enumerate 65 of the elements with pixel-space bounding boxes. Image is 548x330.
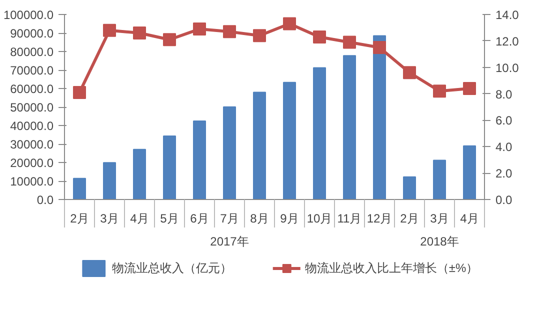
point — [433, 84, 446, 98]
x-tick-label: 4月 — [460, 212, 479, 226]
y2-tick-label: 12.0 — [496, 34, 520, 48]
y-tick-label: 20000.0 — [10, 156, 54, 170]
x-tick-label: 11月 — [337, 212, 362, 226]
y2-tick-label: 4.0 — [496, 140, 513, 154]
text: 2018年 — [420, 234, 459, 248]
bar — [163, 136, 176, 200]
y2-tick-label: 14.0 — [496, 8, 520, 22]
x-tick-label: 2月 — [400, 212, 419, 226]
y2-tick-label: 6.0 — [496, 114, 513, 128]
bar — [133, 148, 146, 200]
point — [133, 26, 146, 40]
x-tick-label: 5月 — [160, 212, 179, 226]
point — [463, 82, 476, 95]
point — [283, 17, 296, 30]
bar — [73, 178, 86, 200]
x-tick-label: 12月 — [366, 212, 392, 226]
point — [163, 33, 176, 46]
point — [373, 41, 386, 54]
bar — [103, 162, 116, 200]
y-tick-label: 60000.0 — [10, 82, 54, 96]
y-tick-label: 70000.0 — [10, 64, 54, 78]
point — [403, 66, 416, 80]
x-tick-label: 2月 — [70, 212, 89, 226]
bar — [463, 145, 476, 200]
point — [103, 24, 116, 37]
point — [73, 86, 86, 99]
bar — [253, 92, 266, 200]
x-tick-label: 4月 — [130, 212, 149, 226]
point — [193, 22, 206, 36]
y2-tick-label: 2.0 — [496, 166, 513, 181]
legend-label: 物流业总收入（亿元） — [112, 260, 232, 276]
x-tick-label: 7月 — [220, 212, 239, 226]
y-tick-label: 0.0 — [36, 193, 54, 207]
y2-tick-label: 10.0 — [496, 60, 520, 75]
y2-tick-label: 0.0 — [496, 193, 513, 207]
point — [343, 36, 356, 49]
bar — [283, 82, 296, 200]
point — [253, 29, 266, 42]
x-tick-label: 9月 — [280, 212, 299, 226]
y-tick-label: 40000.0 — [10, 119, 54, 133]
legend-label: 物流业总收入比上年增长（±%） — [304, 260, 478, 276]
bar — [433, 160, 446, 200]
bar — [343, 55, 356, 200]
bar — [193, 120, 206, 200]
point — [223, 25, 236, 38]
x-tick-label: 3月 — [100, 212, 119, 226]
y-tick-label: 30000.0 — [10, 138, 54, 152]
bar — [403, 176, 416, 200]
text: 2017年 — [210, 234, 249, 248]
x-tick-label: 8月 — [250, 212, 269, 226]
bar — [223, 106, 236, 200]
y-tick-label: 100000.0 — [3, 8, 54, 22]
y-tick-label: 80000.0 — [10, 45, 54, 59]
y2-tick-label: 8.0 — [496, 87, 513, 102]
point — [313, 30, 326, 44]
bar — [373, 35, 386, 200]
x-tick-label: 6月 — [190, 212, 209, 226]
bar — [313, 67, 326, 200]
x-tick-label: 10月 — [306, 212, 332, 226]
y-tick-label: 50000.0 — [10, 100, 54, 114]
y-tick-label: 90000.0 — [10, 26, 54, 40]
x-tick-label: 3月 — [430, 212, 449, 226]
y-tick-label: 10000.0 — [10, 174, 54, 188]
